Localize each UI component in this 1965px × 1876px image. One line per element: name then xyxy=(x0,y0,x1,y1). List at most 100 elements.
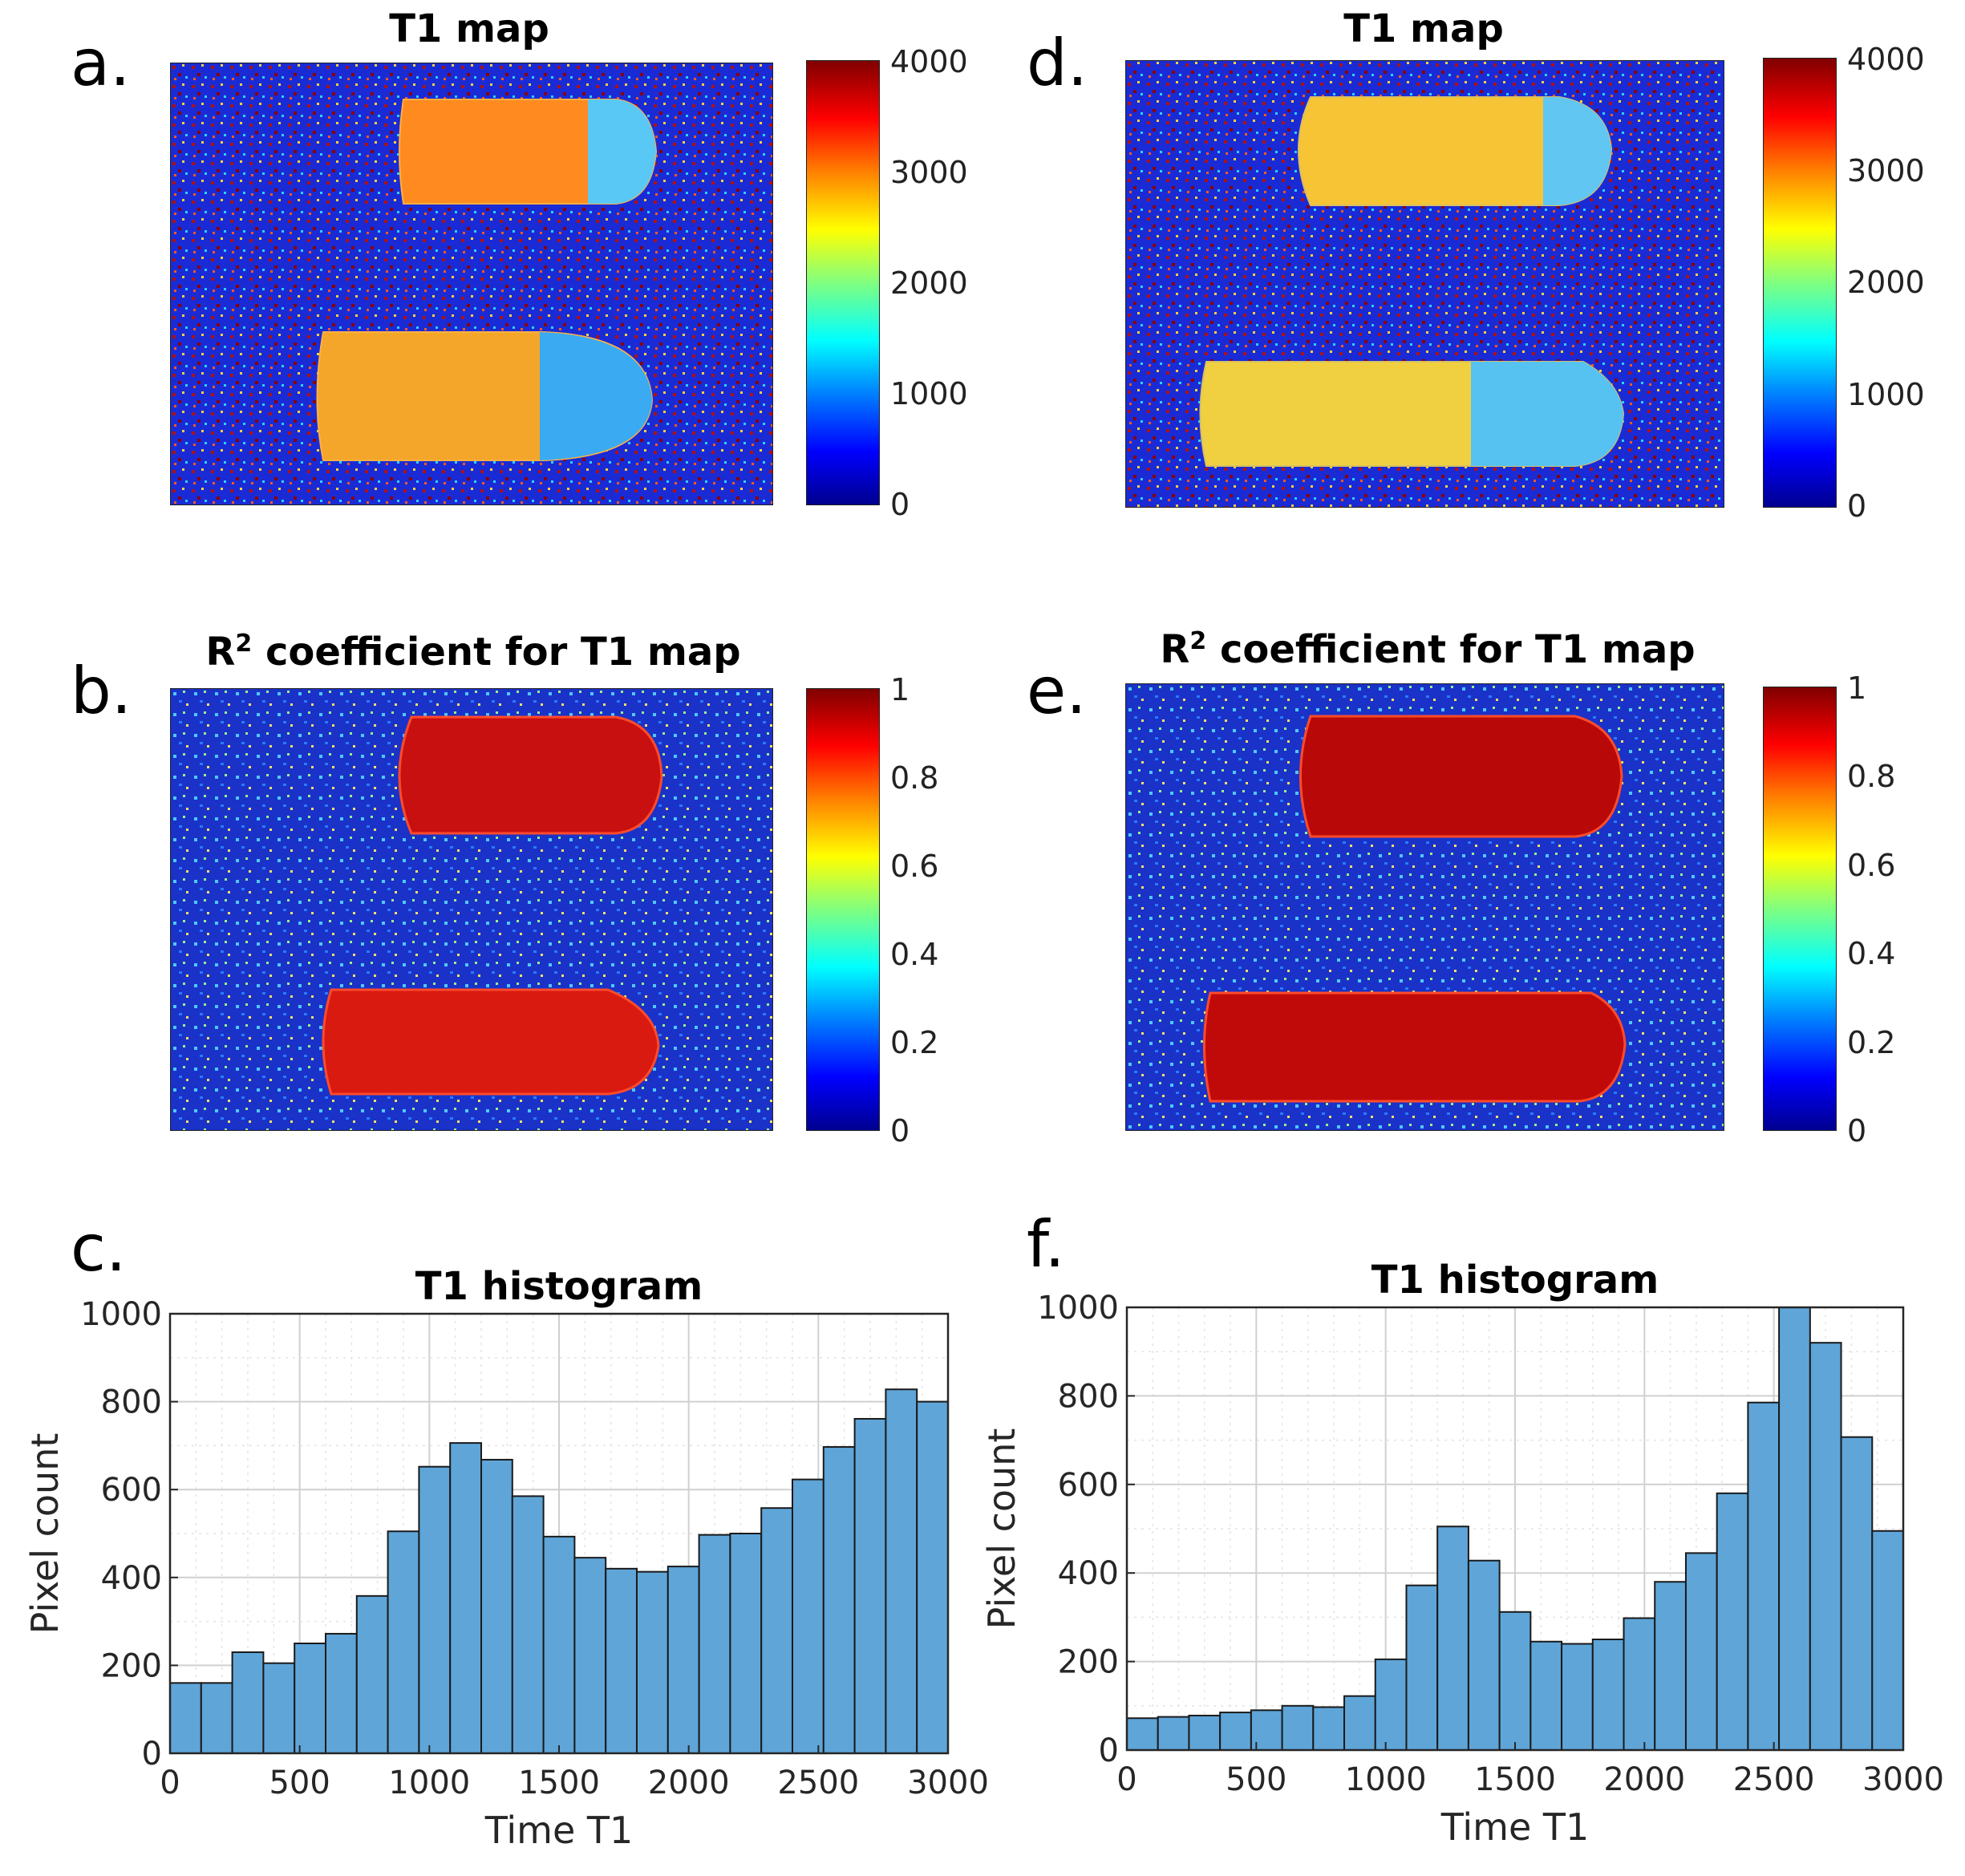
histogram-bar xyxy=(636,1570,669,1754)
cbar-e-tick-04: 0.4 xyxy=(1847,936,1896,971)
panel-letter-d: d. xyxy=(1027,26,1088,100)
chart-title: T1 histogram xyxy=(1371,1258,1659,1303)
cbar-e-tick-1: 1 xyxy=(1847,671,1867,706)
x-axis-label: Time T1 xyxy=(484,1809,634,1852)
histogram-bar xyxy=(573,1557,607,1755)
x-tick-label: 2500 xyxy=(777,1765,859,1801)
map-title-b: R2 coefficient for T1 map xyxy=(128,630,818,675)
r2-map-image-e xyxy=(1125,683,1724,1131)
histogram-bar xyxy=(1405,1584,1439,1751)
histogram-bar xyxy=(449,1442,483,1754)
t1-map-image-a xyxy=(170,63,773,505)
x-tick-label: 2000 xyxy=(1603,1761,1685,1798)
histogram-chart-f: 0 500 1000 1500 2000 2500 3000 0 200 400 600 800 100… xyxy=(982,1258,1944,1849)
histogram-bar xyxy=(1343,1695,1376,1752)
histogram-bar xyxy=(1467,1559,1501,1751)
histogram-bar xyxy=(1529,1640,1563,1752)
cbar-d-tick-4000: 4000 xyxy=(1847,42,1925,77)
y-axis-label: Pixel count xyxy=(982,1428,1023,1630)
cbar-e-tick-08: 0.8 xyxy=(1847,759,1896,794)
panel-letter-b: b. xyxy=(71,654,132,728)
histogram-bar xyxy=(1747,1401,1781,1751)
histogram-bar xyxy=(729,1533,763,1754)
x-tick-label: 1500 xyxy=(518,1765,600,1801)
y-tick-label: 800 xyxy=(1058,1378,1119,1415)
cbar-e-tick-0: 0 xyxy=(1847,1113,1867,1149)
cbar-a-tick-3000: 3000 xyxy=(890,155,968,190)
y-tick-label: 400 xyxy=(101,1560,162,1597)
histogram-bar xyxy=(262,1662,296,1754)
y-tick-label: 200 xyxy=(101,1647,162,1684)
map-title-a: T1 map xyxy=(389,6,549,51)
cbar-a-tick-0: 0 xyxy=(890,487,910,522)
cbar-d-tick-3000: 3000 xyxy=(1847,153,1925,188)
colorbar-e xyxy=(1763,687,1837,1131)
histogram-bar xyxy=(1561,1643,1594,1752)
histogram-bar xyxy=(1157,1716,1190,1751)
histogram-bar xyxy=(698,1534,731,1754)
histogram-bar xyxy=(1219,1712,1252,1752)
x-tick-label: 1500 xyxy=(1474,1761,1556,1798)
x-tick-label: 2500 xyxy=(1733,1761,1815,1798)
histogram-bar xyxy=(1623,1617,1656,1751)
x-tick-label: 500 xyxy=(269,1765,330,1801)
map-title-b-rest: coefficient for T1 map xyxy=(252,630,741,675)
cbar-b-tick-08: 0.8 xyxy=(890,760,939,796)
histogram-bar xyxy=(355,1594,389,1755)
histogram-bar xyxy=(1436,1526,1469,1751)
histogram-bar xyxy=(1778,1307,1811,1751)
x-tick-label: 3000 xyxy=(907,1765,989,1801)
histogram-bar xyxy=(792,1478,824,1754)
chart-title: T1 histogram xyxy=(415,1264,703,1309)
histogram-bar xyxy=(1654,1581,1687,1751)
colorbar-d xyxy=(1763,58,1837,508)
map-title-e-rest: coefficient for T1 map xyxy=(1206,627,1696,672)
x-tick-label: 1000 xyxy=(1345,1761,1427,1798)
x-tick-label: 2000 xyxy=(648,1765,730,1801)
colorbar-a xyxy=(806,60,880,505)
histogram-bar xyxy=(387,1530,420,1754)
map-title-e: R2 coefficient for T1 map xyxy=(1083,627,1773,672)
y-tick-label: 1000 xyxy=(1037,1290,1119,1327)
y-tick-label: 800 xyxy=(101,1384,162,1421)
histogram-bar xyxy=(1498,1611,1532,1751)
cbar-b-tick-02: 0.2 xyxy=(890,1025,939,1060)
histogram-bar xyxy=(169,1682,202,1755)
histogram-bar xyxy=(1591,1639,1625,1751)
cbar-a-tick-1000: 1000 xyxy=(890,376,968,411)
cbar-e-tick-02: 0.2 xyxy=(1847,1025,1896,1060)
panel-letter-a: a. xyxy=(71,26,131,100)
y-tick-label: 0 xyxy=(1099,1732,1119,1769)
histogram-bar xyxy=(1871,1530,1905,1751)
histogram-bar xyxy=(325,1632,358,1754)
cbar-d-tick-2000: 2000 xyxy=(1847,265,1925,300)
x-tick-label: 500 xyxy=(1226,1761,1286,1798)
histogram-chart-c: 0 500 1000 1500 2000 2500 3000 0 200 400 600 800 100… xyxy=(23,1264,989,1852)
x-tick-label: 1000 xyxy=(388,1765,470,1801)
y-tick-label: 200 xyxy=(1058,1644,1119,1681)
histogram-bar xyxy=(605,1567,638,1754)
x-axis-label: Time T1 xyxy=(1440,1805,1590,1849)
x-tick-label: 3000 xyxy=(1862,1761,1944,1798)
histogram-bar xyxy=(1126,1717,1159,1751)
y-tick-label: 600 xyxy=(101,1472,162,1509)
histogram-bar xyxy=(1809,1342,1842,1751)
histogram-bar xyxy=(200,1682,233,1755)
r2-map-image-b xyxy=(170,688,773,1131)
histogram-bar xyxy=(1716,1492,1749,1751)
cbar-b-tick-04: 0.4 xyxy=(890,937,939,972)
map-title-e-sup: 2 xyxy=(1189,627,1207,655)
map-title-b-sup: 2 xyxy=(235,630,253,658)
cbar-b-tick-1: 1 xyxy=(890,672,910,707)
t1-map-image-d xyxy=(1125,60,1724,508)
map-title-e-main: R xyxy=(1160,627,1190,672)
histogram-bar xyxy=(542,1535,576,1754)
cbar-a-tick-4000: 4000 xyxy=(890,44,968,79)
cbar-e-tick-06: 0.6 xyxy=(1847,848,1896,883)
histogram-bar xyxy=(760,1507,794,1754)
map-title-b-main: R xyxy=(205,630,236,675)
histogram-bar xyxy=(1840,1436,1874,1751)
cbar-d-tick-0: 0 xyxy=(1847,488,1867,524)
y-tick-label: 0 xyxy=(142,1736,162,1773)
y-tick-label: 600 xyxy=(1058,1467,1119,1504)
